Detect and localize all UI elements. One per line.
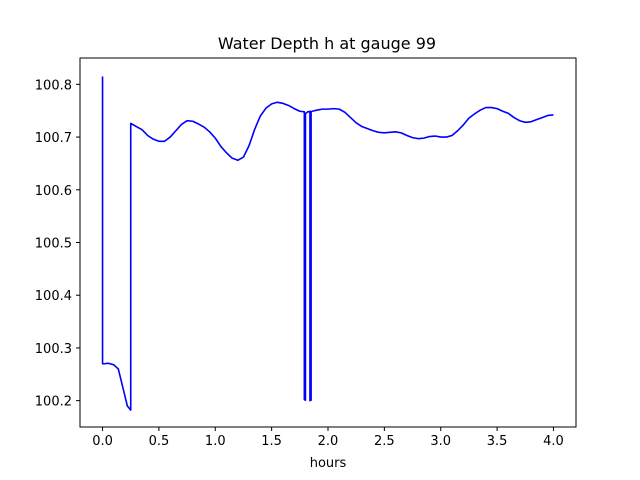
y-tick-label: 100.4	[35, 289, 72, 304]
plot-area	[101, 76, 554, 411]
y-tick-label: 100.3	[35, 342, 72, 357]
series-line-0	[101, 76, 554, 411]
y-tick-label: 100.6	[35, 184, 72, 199]
x-tick-label: 1.5	[261, 434, 282, 449]
x-axis-label: hours	[310, 456, 347, 471]
axes-frame	[79, 57, 577, 428]
x-tick-label: 3.0	[430, 434, 451, 449]
y-tick-label: 100.5	[35, 237, 72, 252]
y-tick-label: 100.2	[35, 395, 72, 410]
y-tick-label: 100.7	[35, 131, 72, 146]
x-tick-label: 0.0	[92, 434, 113, 449]
x-tick-label: 2.5	[374, 434, 395, 449]
x-tick-label: 3.5	[487, 434, 508, 449]
chart-title: Water Depth h at gauge 99	[218, 34, 436, 53]
y-axis: 100.2 100.3 100.4 100.5 100.6 100.7 100.8	[35, 78, 80, 410]
y-tick-label: 100.8	[35, 78, 72, 93]
x-tick-label: 2.0	[318, 434, 339, 449]
x-axis: 0.0 0.5 1.0 1.5 2.0 2.5 3.0 3.5 4.0	[92, 427, 564, 449]
x-tick-label: 0.5	[149, 434, 170, 449]
x-tick-label: 4.0	[543, 434, 564, 449]
x-tick-label: 1.0	[205, 434, 226, 449]
